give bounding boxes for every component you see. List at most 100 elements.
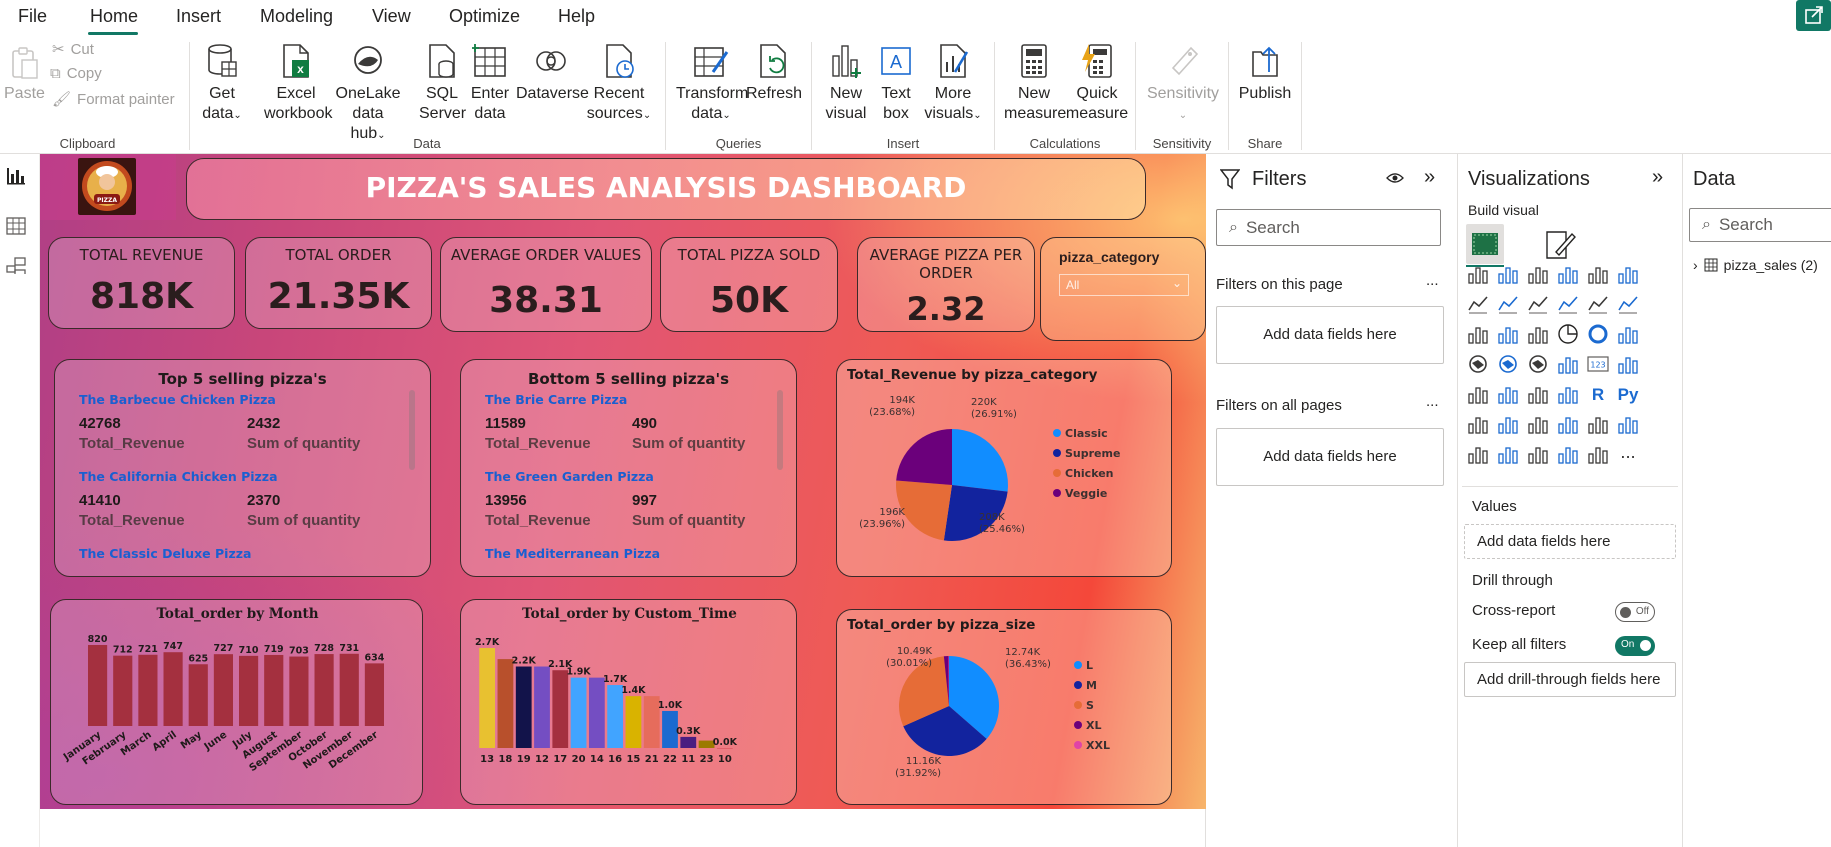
matrix-icon [1558, 387, 1578, 404]
pie-slice-s [899, 656, 949, 727]
kpi-card-pizza-sold[interactable]: TOTAL PIZZA SOLD 50K [660, 237, 838, 332]
table-item-pizza-sales[interactable]: › pizza_sales (2) [1693, 257, 1818, 273]
slicer-icon [1498, 387, 1518, 404]
sensitivity-button[interactable]: Sensitivity ⌄ [1144, 42, 1222, 126]
cut-button[interactable]: ✂ Cut [52, 40, 94, 59]
values-dropzone[interactable]: Add data fields here [1464, 524, 1676, 559]
pie-orders-size-card[interactable]: Total_order by pizza_size 12.74K (36.43%) 1… [836, 609, 1172, 805]
excel-workbook-button[interactable]: x Excel workbook [264, 42, 332, 124]
100-bar-icon [1588, 267, 1608, 284]
quick-measure-icon [1082, 44, 1112, 78]
pie-revenue-category-card[interactable]: Total_Revenue by pizza_category 220K (26.9… [836, 359, 1172, 577]
x-tick-label: 21 [645, 754, 659, 765]
copy-button[interactable]: ⧉ Copy [50, 65, 102, 82]
eye-icon[interactable] [1386, 170, 1404, 186]
bar-orders-time-card[interactable]: Total_order by Custom_Time 2.7K 13 18 2.2K 19… [460, 599, 797, 805]
format-painter-button[interactable]: 🖌 Format painter [52, 90, 175, 109]
x-tick-label: 16 [608, 754, 622, 765]
all-pages-filter-dropzone[interactable]: Add data fields here [1216, 428, 1444, 486]
menu-view[interactable]: View [372, 6, 411, 26]
table-view-icon[interactable] [6, 217, 26, 235]
qty-value: 2370 [247, 492, 281, 509]
refresh-button[interactable]: Refresh [746, 42, 802, 104]
map-icon [1469, 355, 1487, 373]
recent-label-2: sources [586, 105, 643, 122]
transform-data-button[interactable]: Transform data⌄ [676, 42, 748, 126]
logo: PIZZA [78, 158, 136, 215]
publish-button[interactable]: Publish [1236, 42, 1294, 104]
menu-insert[interactable]: Insert [176, 6, 222, 26]
toggle-state: On [1621, 639, 1635, 650]
menu-home[interactable]: Home [90, 6, 139, 26]
slicer-pizza-category[interactable]: pizza_category All ⌄ [1040, 237, 1206, 341]
divider [1228, 42, 1229, 150]
bar-value-label: 1.0K [658, 700, 683, 711]
more-visuals-button[interactable]: More visuals⌄ [918, 42, 988, 126]
scrollbar[interactable] [409, 390, 415, 470]
pie-slice-supreme [943, 485, 1008, 541]
data-label-pct: (30.01%) [886, 658, 932, 669]
enter-data-button[interactable]: Enter data [470, 42, 510, 124]
filters-search-input[interactable]: ⌕ Search [1216, 209, 1441, 246]
bar-value-label: 727 [213, 643, 233, 654]
more-options-icon[interactable]: ... [1426, 272, 1439, 289]
data-search-input[interactable]: ⌕ Search [1689, 208, 1831, 242]
text-box-button[interactable]: A Text box [874, 42, 918, 124]
kpi-value: 21.35K [267, 276, 410, 317]
chevron-down-icon: ⌄ [722, 110, 731, 121]
bar-orders-month-card[interactable]: Total_order by Month 820 January 712 Februar… [50, 599, 423, 805]
paste-button[interactable]: Paste [4, 46, 45, 104]
bar-value-label: 712 [113, 645, 133, 656]
qty-value: 997 [632, 492, 658, 509]
qty-label: Sum of quantity [247, 435, 361, 452]
build-visual-tab[interactable] [1466, 224, 1504, 264]
excel-label-1: Excel [276, 85, 316, 102]
kpi-card-revenue[interactable]: TOTAL REVENUE 818K [48, 237, 235, 329]
get-data-button[interactable]: Get data⌄ [198, 42, 246, 126]
slicer-dropdown[interactable]: All ⌄ [1059, 274, 1189, 296]
kpi-card-avg-order[interactable]: AVERAGE ORDER VALUES 38.31 [440, 237, 652, 332]
report-view-icon[interactable] [7, 168, 25, 185]
menu-optimize[interactable]: Optimize [449, 6, 521, 26]
data-label: 208K [979, 512, 1005, 523]
dataverse-button[interactable]: Dataverse [516, 42, 589, 104]
pie-revenue-category: Total_Revenue by pizza_category 220K(26.9… [847, 367, 1120, 541]
kpi-title: TOTAL REVENUE [79, 246, 204, 264]
visualizations-pane: Visualizations » Build visual 123 R Py... … [1458, 154, 1683, 847]
menu-modeling[interactable]: Modeling [260, 6, 334, 26]
pie-slice-m [903, 706, 987, 756]
database-icon [208, 44, 237, 77]
keep-filters-toggle[interactable]: On [1615, 636, 1655, 656]
page-filter-dropzone[interactable]: Add data fields here [1216, 306, 1444, 364]
kpi-card-orders[interactable]: TOTAL ORDER 21.35K [245, 237, 432, 329]
cross-report-toggle[interactable]: Off [1615, 602, 1655, 622]
model-view-icon[interactable] [6, 257, 26, 274]
filters-on-page-label: Filters on this page [1216, 276, 1343, 293]
more-options-icon[interactable]: ... [1426, 393, 1439, 410]
menu-file[interactable]: File [18, 6, 48, 26]
onelake-data-hub-button[interactable]: OneLake data hub⌄ [320, 42, 416, 146]
title-banner: PIZZA'S SALES ANALYSIS DASHBOARD [186, 158, 1146, 220]
enter-data-label-2: data [474, 105, 506, 122]
bottom5-table[interactable]: Bottom 5 selling pizza's The Brie Carre … [460, 359, 797, 577]
recent-label-1: Recent [593, 85, 645, 102]
100-column-icon [1618, 267, 1638, 284]
quick-measure-button[interactable]: Quick measure [1064, 42, 1130, 124]
new-visual-button[interactable]: New visual [822, 42, 870, 124]
sql-server-button[interactable]: SQL Server [419, 42, 466, 124]
new-measure-button[interactable]: New measure [1004, 42, 1066, 124]
bar-january [88, 644, 108, 726]
share-button[interactable] [1796, 0, 1831, 31]
collapse-icon[interactable]: » [1424, 166, 1436, 188]
format-visual-icon[interactable] [1544, 228, 1576, 262]
kpi-card-avg-pizza[interactable]: AVERAGE PIZZA PER ORDER 2.32 [857, 237, 1035, 332]
scrollbar[interactable] [777, 390, 783, 470]
collapse-icon[interactable]: » [1652, 166, 1664, 188]
drill-through-dropzone[interactable]: Add drill-through fields here [1464, 662, 1676, 697]
recent-sources-button[interactable]: Recent sources⌄ [586, 42, 652, 126]
top5-table[interactable]: Top 5 selling pizza's The Barbecue Chick… [54, 359, 431, 577]
bar-22 [662, 710, 678, 748]
bar-20 [570, 677, 587, 748]
menu-help[interactable]: Help [558, 6, 596, 26]
visual-type-grid[interactable]: 123 R Py... [1458, 242, 1683, 676]
